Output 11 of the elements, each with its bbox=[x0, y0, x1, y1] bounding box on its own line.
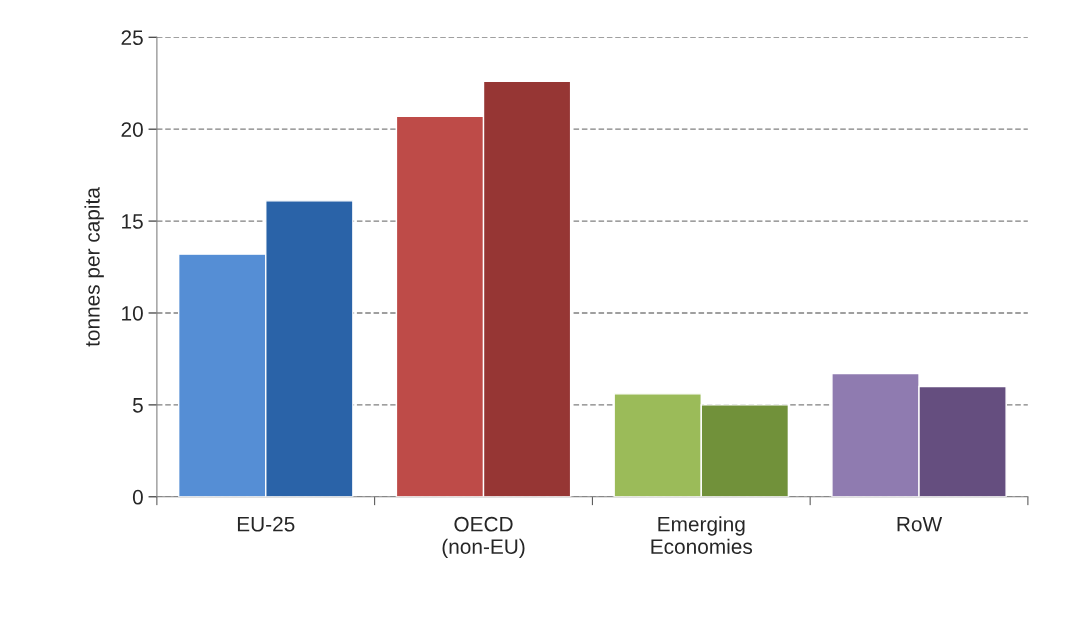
y-tick-label: 20 bbox=[121, 122, 143, 137]
y-tick-label: 25 bbox=[121, 30, 143, 46]
x-tick-label: RoW bbox=[897, 517, 943, 532]
y-axis-title: tonnes per capita bbox=[84, 187, 104, 347]
y-tick-label: 5 bbox=[132, 398, 143, 413]
x-tick-label: EU-25 bbox=[237, 516, 295, 532]
y-tick-label: 0 bbox=[132, 489, 143, 505]
x-tick-label: OECD (non-EU) bbox=[442, 516, 525, 559]
y-tick-label: 10 bbox=[122, 305, 143, 321]
x-tick-label: Emerging Economies bbox=[651, 516, 753, 554]
y-tick-label: 15 bbox=[122, 214, 143, 229]
